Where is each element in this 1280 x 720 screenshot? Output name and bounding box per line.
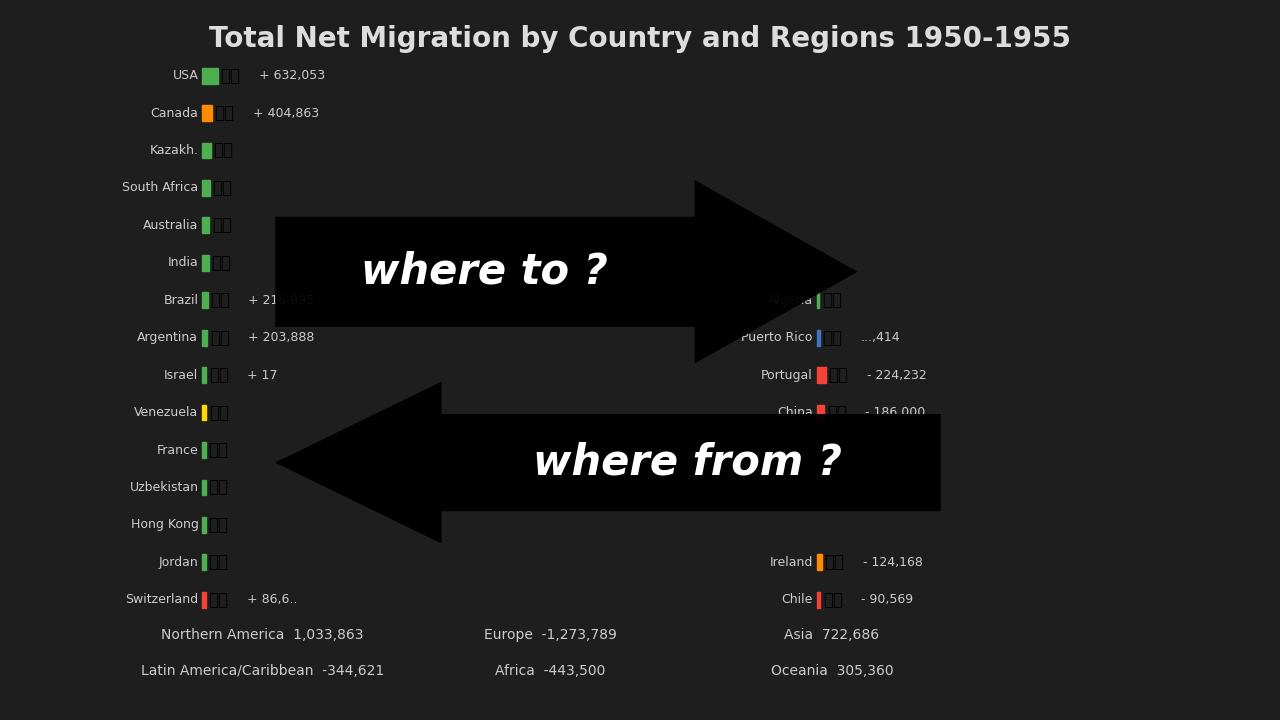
Text: Europe  -1,273,789: Europe -1,273,789 bbox=[484, 628, 617, 642]
Bar bbox=[817, 405, 824, 420]
Bar bbox=[202, 442, 206, 458]
Text: USA: USA bbox=[173, 69, 198, 82]
Text: Ireland: Ireland bbox=[769, 556, 813, 569]
Text: 🇩🇿: 🇩🇿 bbox=[822, 291, 842, 310]
Bar bbox=[817, 367, 826, 383]
Text: 🇺🇸: 🇺🇸 bbox=[220, 67, 241, 85]
Text: 🇧🇷: 🇧🇷 bbox=[210, 291, 230, 310]
Text: + 17: + 17 bbox=[247, 369, 278, 382]
Bar bbox=[202, 480, 206, 495]
Text: 🇿🇦: 🇿🇦 bbox=[212, 179, 233, 197]
Text: Algeria: Algeria bbox=[769, 294, 813, 307]
Text: Canada: Canada bbox=[151, 107, 198, 120]
Text: 🇭🇰: 🇭🇰 bbox=[209, 516, 229, 534]
Text: Asia  722,686: Asia 722,686 bbox=[785, 628, 879, 642]
Text: - 224,232: - 224,232 bbox=[867, 369, 927, 382]
Text: 🇻🇪: 🇻🇪 bbox=[209, 403, 229, 421]
Text: Hong Kong: Hong Kong bbox=[131, 518, 198, 531]
Text: + 86,6..: + 86,6.. bbox=[247, 593, 297, 606]
Text: Switzerland: Switzerland bbox=[125, 593, 198, 606]
Text: Northern America  1,033,863: Northern America 1,033,863 bbox=[161, 628, 364, 642]
Polygon shape bbox=[275, 180, 858, 364]
Text: 🇨🇳: 🇨🇳 bbox=[827, 403, 847, 421]
Text: 🇨🇭: 🇨🇭 bbox=[209, 590, 229, 608]
Text: 🇫🇷: 🇫🇷 bbox=[209, 441, 229, 459]
Text: - 124,168: - 124,168 bbox=[863, 556, 923, 569]
Polygon shape bbox=[275, 382, 941, 544]
Text: South Africa: South Africa bbox=[123, 181, 198, 194]
Text: where from ?: where from ? bbox=[534, 441, 842, 484]
Bar bbox=[202, 517, 206, 533]
Text: 🇮🇪: 🇮🇪 bbox=[824, 553, 845, 571]
Text: 🇵🇹: 🇵🇹 bbox=[828, 366, 849, 384]
Bar bbox=[202, 367, 206, 383]
Text: India: India bbox=[168, 256, 198, 269]
Text: Brazil: Brazil bbox=[164, 294, 198, 307]
Text: Uzbekistan: Uzbekistan bbox=[129, 481, 198, 494]
Text: 🇦🇺: 🇦🇺 bbox=[212, 216, 232, 234]
Text: + 404,863: + 404,863 bbox=[253, 107, 319, 120]
Text: + 632,053: + 632,053 bbox=[259, 69, 325, 82]
Text: Israel: Israel bbox=[164, 369, 198, 382]
Text: - 90,569: - 90,569 bbox=[861, 593, 914, 606]
Text: 🇨🇱: 🇨🇱 bbox=[823, 590, 842, 608]
Bar bbox=[202, 217, 210, 233]
Text: France: France bbox=[156, 444, 198, 456]
Text: where to ?: where to ? bbox=[361, 251, 608, 293]
Text: Latin America/Caribbean  -344,621: Latin America/Caribbean -344,621 bbox=[141, 664, 384, 678]
Text: Africa  -443,500: Africa -443,500 bbox=[495, 664, 605, 678]
Text: Total Net Migration by Country and Regions 1950-1955: Total Net Migration by Country and Regio… bbox=[209, 25, 1071, 53]
Bar bbox=[202, 143, 211, 158]
Bar bbox=[202, 292, 207, 308]
Text: 🇮🇱: 🇮🇱 bbox=[209, 366, 229, 384]
Text: Oceania  305,360: Oceania 305,360 bbox=[771, 664, 893, 678]
Text: ...,414: ...,414 bbox=[861, 331, 901, 344]
Bar bbox=[202, 180, 210, 196]
Text: Portugal: Portugal bbox=[762, 369, 813, 382]
Text: 🇨🇦: 🇨🇦 bbox=[215, 104, 234, 122]
Bar bbox=[202, 255, 209, 271]
Bar bbox=[202, 68, 218, 84]
Text: 🇦🇷: 🇦🇷 bbox=[210, 328, 229, 347]
Text: 🇵🇷: 🇵🇷 bbox=[823, 328, 842, 347]
Text: + 216,995: + 216,995 bbox=[248, 294, 315, 307]
Bar bbox=[817, 592, 820, 608]
Text: Jordan: Jordan bbox=[159, 556, 198, 569]
Text: 🇯🇴: 🇯🇴 bbox=[209, 553, 229, 571]
Bar bbox=[817, 330, 820, 346]
Text: Argentina: Argentina bbox=[137, 331, 198, 344]
Bar bbox=[202, 330, 207, 346]
Text: 🇺🇿: 🇺🇿 bbox=[209, 478, 229, 496]
Text: Puerto Rico: Puerto Rico bbox=[741, 331, 813, 344]
Text: 🇰🇿: 🇰🇿 bbox=[214, 141, 233, 160]
Bar bbox=[202, 105, 212, 121]
Text: + 203,888: + 203,888 bbox=[248, 331, 315, 344]
Text: Venezuela: Venezuela bbox=[134, 406, 198, 419]
Text: China: China bbox=[777, 406, 813, 419]
Text: 🇮🇳: 🇮🇳 bbox=[211, 254, 232, 271]
Bar bbox=[817, 292, 819, 308]
Text: - 186,000: - 186,000 bbox=[865, 406, 925, 419]
Bar bbox=[202, 554, 206, 570]
Bar bbox=[817, 554, 822, 570]
Bar bbox=[202, 592, 206, 608]
Text: Chile: Chile bbox=[781, 593, 813, 606]
Bar bbox=[202, 405, 206, 420]
Text: Australia: Australia bbox=[143, 219, 198, 232]
Text: Kazakh.: Kazakh. bbox=[150, 144, 198, 157]
